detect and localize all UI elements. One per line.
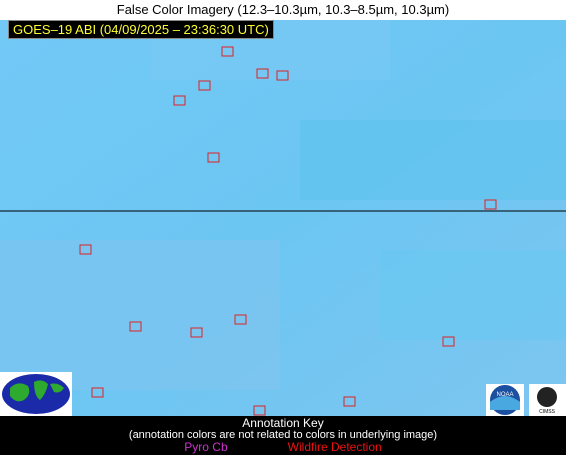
annotation-key: Annotation Key (annotation colors are no… <box>0 416 566 455</box>
wildfire-label: Wildfire Detection <box>287 440 382 454</box>
globe-icon <box>0 372 72 416</box>
cimss-logo: CIMSS <box>529 384 566 416</box>
noaa-logo: NOAA <box>486 384 524 416</box>
noaa-label: NOAA <box>496 392 513 398</box>
satellite-image: NOAA CIMSS <box>0 20 566 416</box>
key-note: (annotation colors are not related to co… <box>128 429 438 441</box>
pyro-cb-label: Pyro Cb <box>184 440 228 454</box>
satellite-badge: GOES–19 ABI (04/09/2025 – 23:36:30 UTC) <box>8 20 274 39</box>
key-items: Pyro Cb Wildfire Detection <box>0 441 566 454</box>
key-title: Annotation Key <box>242 416 324 430</box>
cimss-label: CIMSS <box>539 409 556 415</box>
title: False Color Imagery (12.3–10.3µm, 10.3–8… <box>116 2 450 17</box>
